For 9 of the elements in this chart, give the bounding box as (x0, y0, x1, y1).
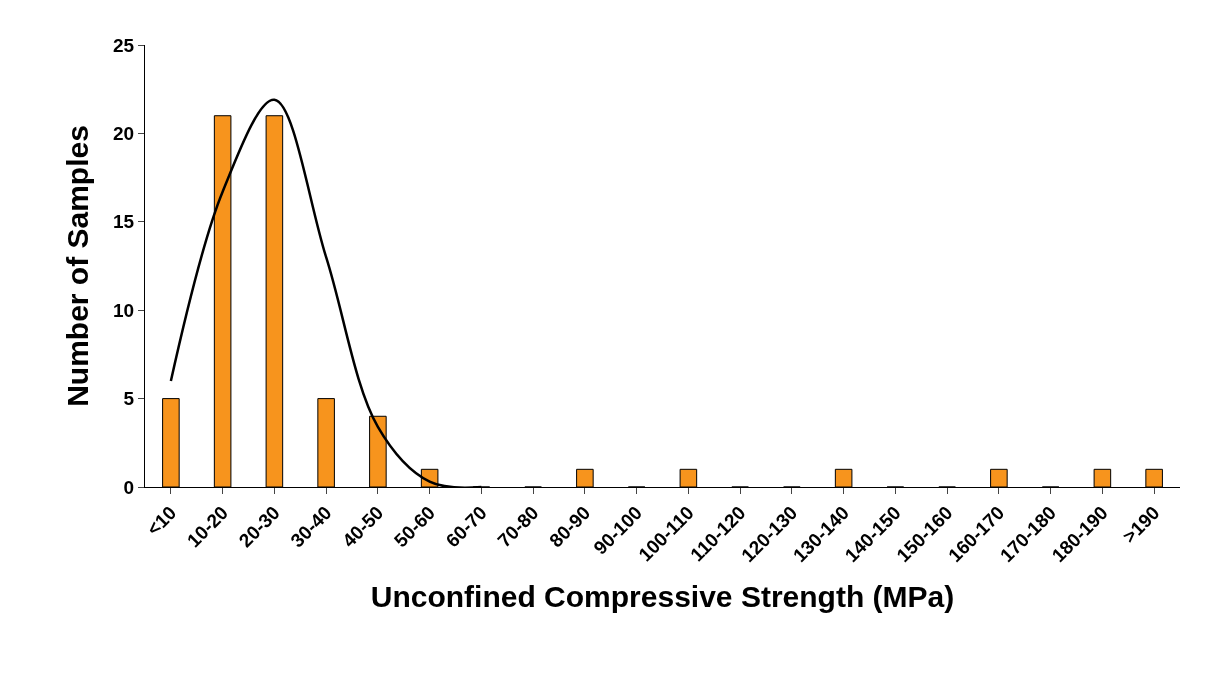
y-tick-label: 20 (113, 123, 135, 145)
x-tick-label: <10 (142, 502, 181, 540)
y-axis-title: Number of Samples (61, 125, 95, 407)
y-tick-label: 0 (123, 476, 135, 498)
y-tick-label: 15 (113, 211, 135, 233)
y-tick-label: 25 (113, 34, 135, 56)
x-axis-title: Unconfined Compressive Strength (MPa) (370, 579, 955, 613)
y-tick-label: 5 (123, 388, 135, 410)
y-tick-label: 10 (113, 299, 135, 321)
